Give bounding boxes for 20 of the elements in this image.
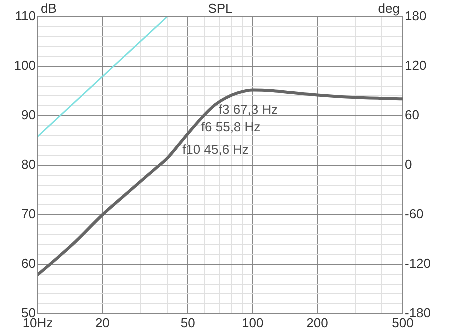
x-tick-label: 20 (95, 315, 110, 330)
y2-axis-title: deg (378, 1, 400, 16)
y-tick-label: 100 (14, 58, 36, 74)
x-tick-label: 50 (180, 315, 196, 330)
x-tick-label: 200 (306, 315, 328, 330)
y2-tick-label: 0 (405, 157, 412, 172)
y2-tick-label: 60 (405, 108, 420, 123)
y-axis-title: dB (41, 1, 57, 16)
y-tick-label: 110 (15, 8, 36, 24)
chart-title: SPL (208, 1, 233, 16)
annotation: f6 55,8 Hz (201, 120, 261, 135)
y2-tick-label: -120 (405, 256, 432, 272)
y-tick-label: 80 (22, 157, 36, 172)
y-tick-label: 60 (22, 256, 36, 272)
y2-tick-label: 180 (405, 8, 427, 24)
x-tick-label: 100 (242, 315, 264, 330)
y2-tick-label: 120 (405, 58, 427, 74)
y-tick-label: 90 (22, 108, 36, 123)
y-tick-label: 70 (22, 206, 36, 222)
y2-tick-label: -60 (405, 206, 424, 222)
